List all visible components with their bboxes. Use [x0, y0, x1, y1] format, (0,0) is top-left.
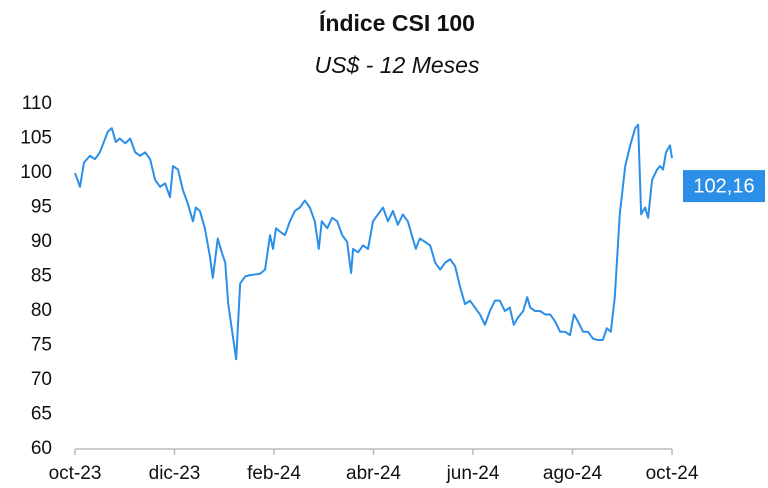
x-tick-label: dic-23	[149, 463, 201, 484]
y-tick-label: 90	[31, 231, 52, 252]
y-tick-label: 95	[31, 197, 52, 218]
chart-title: Índice CSI 100	[319, 9, 475, 36]
y-tick-label: 105	[20, 128, 52, 149]
y-tick-label: 75	[31, 335, 52, 356]
x-tick-label: feb-24	[247, 463, 301, 484]
y-tick-label: 60	[31, 438, 52, 459]
value-badge-label: 102,16	[693, 175, 754, 197]
y-tick-label: 85	[31, 266, 52, 287]
chart-subtitle: US$ - 12 Meses	[315, 52, 480, 78]
x-tick-label: jun-24	[446, 463, 500, 484]
y-tick-label: 65	[31, 404, 52, 425]
x-tick-label: oct-23	[49, 463, 102, 484]
value-badge	[683, 170, 765, 203]
y-tick-label: 110	[22, 93, 52, 114]
x-tick-label: ago-24	[543, 463, 603, 484]
y-tick-label: 80	[31, 300, 52, 321]
x-tick-label: abr-24	[346, 463, 401, 484]
y-tick-label: 100	[20, 162, 52, 183]
line-series	[74, 123, 673, 361]
y-tick-label: 70	[31, 369, 52, 390]
x-tick-label: oct-24	[646, 463, 699, 484]
